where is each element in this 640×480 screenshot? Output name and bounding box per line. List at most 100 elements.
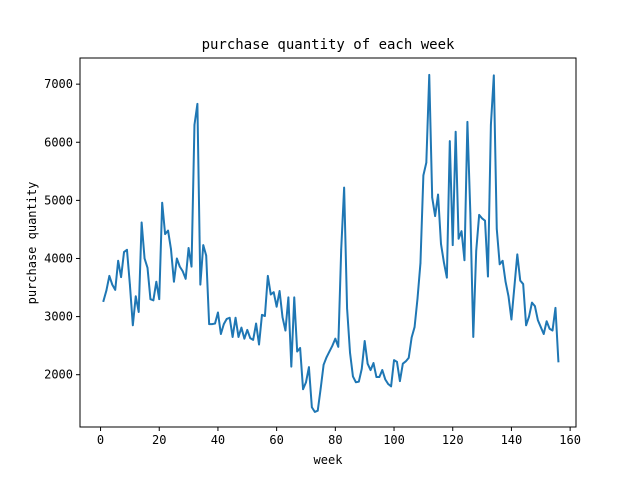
data-point bbox=[152, 299, 155, 302]
data-point bbox=[246, 329, 249, 331]
data-point bbox=[369, 369, 372, 371]
plot-frame bbox=[79, 57, 577, 428]
data-point bbox=[173, 280, 175, 283]
data-point bbox=[525, 324, 527, 327]
data-point bbox=[272, 291, 275, 293]
data-point bbox=[542, 333, 545, 335]
data-point bbox=[311, 406, 313, 409]
data-point bbox=[504, 280, 507, 283]
x-axis-label: week bbox=[314, 453, 344, 467]
data-point bbox=[507, 295, 510, 298]
data-point bbox=[252, 339, 254, 341]
data-point bbox=[120, 276, 122, 278]
data-point bbox=[302, 388, 304, 391]
y-tick-label: 4000 bbox=[44, 251, 73, 265]
data-point bbox=[375, 376, 378, 378]
data-point bbox=[346, 307, 348, 310]
data-point bbox=[537, 319, 539, 321]
data-point bbox=[176, 257, 178, 260]
data-point bbox=[360, 368, 363, 370]
data-point bbox=[431, 196, 433, 199]
data-point bbox=[534, 305, 536, 307]
data-point bbox=[378, 376, 381, 378]
y-tick-label: 5000 bbox=[44, 193, 73, 207]
data-point bbox=[278, 290, 281, 292]
data-point bbox=[105, 289, 108, 292]
data-point bbox=[140, 221, 143, 224]
data-point bbox=[129, 283, 131, 286]
data-point bbox=[132, 324, 134, 327]
data-point bbox=[313, 411, 316, 413]
data-point bbox=[531, 301, 533, 304]
data-point bbox=[228, 316, 231, 319]
x-axis: 0 20 40 60 80 100 120 140 160 bbox=[97, 427, 581, 447]
data-point bbox=[510, 318, 513, 321]
data-point bbox=[308, 366, 310, 368]
data-point bbox=[449, 140, 451, 142]
data-point bbox=[501, 260, 504, 262]
data-point bbox=[316, 409, 319, 412]
data-point bbox=[249, 337, 252, 339]
data-point bbox=[422, 174, 425, 177]
data-point bbox=[428, 74, 431, 76]
data-point bbox=[299, 347, 301, 349]
data-point bbox=[516, 253, 519, 256]
data-point bbox=[557, 360, 560, 363]
data-point bbox=[539, 326, 542, 328]
data-point bbox=[498, 263, 501, 266]
data-point bbox=[281, 316, 284, 318]
data-point bbox=[384, 378, 387, 381]
data-point bbox=[355, 381, 357, 384]
data-point bbox=[416, 297, 419, 300]
data-point bbox=[381, 369, 384, 371]
data-point bbox=[528, 315, 530, 318]
data-point bbox=[443, 261, 445, 264]
data-point bbox=[340, 248, 343, 250]
data-point bbox=[372, 362, 375, 364]
y-axis-label: purchase quantity bbox=[25, 182, 39, 305]
data-point bbox=[305, 381, 307, 384]
data-point bbox=[111, 283, 114, 286]
data-point bbox=[155, 280, 158, 283]
data-point bbox=[325, 356, 328, 359]
data-point bbox=[269, 293, 272, 296]
data-point bbox=[545, 320, 548, 323]
data-point bbox=[446, 276, 448, 279]
data-point bbox=[322, 364, 325, 366]
data-point bbox=[413, 326, 416, 328]
data-point bbox=[319, 387, 322, 390]
data-point bbox=[387, 383, 389, 385]
data-point bbox=[158, 298, 161, 300]
data-point bbox=[349, 351, 351, 354]
x-tick-label: 40 bbox=[211, 433, 225, 447]
data-point bbox=[149, 298, 152, 300]
chart-title: purchase quantity of each week bbox=[202, 37, 455, 53]
data-point bbox=[108, 275, 111, 277]
data-point bbox=[261, 314, 263, 316]
data-point bbox=[223, 323, 225, 325]
data-point bbox=[190, 265, 193, 268]
data-point bbox=[293, 296, 296, 299]
plot-area bbox=[102, 73, 560, 413]
data-point bbox=[460, 230, 463, 232]
data-point bbox=[217, 311, 219, 314]
data-point bbox=[478, 214, 480, 216]
x-tick-label: 60 bbox=[269, 433, 283, 447]
data-point bbox=[548, 327, 551, 330]
data-point bbox=[495, 228, 498, 230]
data-point bbox=[167, 229, 169, 232]
data-point bbox=[469, 212, 472, 214]
data-point bbox=[490, 124, 492, 126]
data-point bbox=[199, 283, 202, 286]
data-point bbox=[466, 121, 469, 123]
data-point bbox=[296, 350, 298, 353]
data-point bbox=[457, 237, 460, 240]
x-tick-label: 120 bbox=[442, 433, 464, 447]
data-point bbox=[114, 289, 117, 291]
data-point bbox=[519, 279, 522, 282]
data-point bbox=[331, 344, 334, 347]
data-point bbox=[404, 360, 407, 363]
data-point bbox=[551, 329, 554, 332]
data-point bbox=[554, 307, 557, 309]
